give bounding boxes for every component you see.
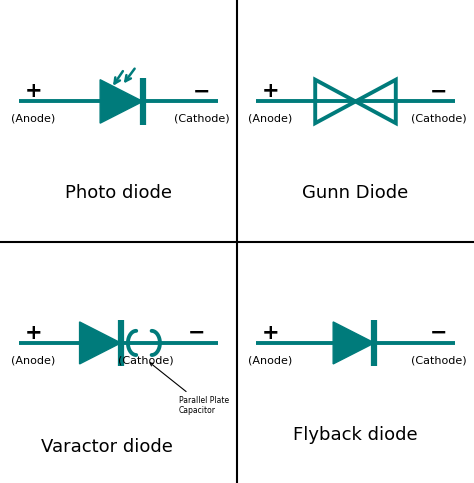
Text: +: + — [261, 81, 279, 101]
Text: (Cathode): (Cathode) — [173, 114, 229, 124]
Text: −: − — [430, 323, 447, 343]
Polygon shape — [333, 322, 374, 364]
Text: Varactor diode: Varactor diode — [41, 438, 173, 456]
Text: −: − — [188, 323, 205, 343]
Text: +: + — [261, 323, 279, 343]
Text: −: − — [193, 81, 210, 101]
Text: (Cathode): (Cathode) — [410, 355, 466, 365]
Polygon shape — [80, 322, 121, 364]
Polygon shape — [100, 80, 143, 123]
Text: Flyback diode: Flyback diode — [293, 426, 418, 444]
Text: +: + — [24, 81, 42, 101]
Text: Photo diode: Photo diode — [65, 184, 172, 202]
Text: (Cathode): (Cathode) — [410, 114, 466, 124]
Text: (Anode): (Anode) — [11, 114, 55, 124]
Text: (Anode): (Anode) — [11, 355, 55, 365]
Text: (Anode): (Anode) — [248, 355, 292, 365]
Text: (Anode): (Anode) — [248, 114, 292, 124]
Text: (Cathode): (Cathode) — [118, 355, 173, 365]
Text: Gunn Diode: Gunn Diode — [302, 184, 409, 202]
Text: +: + — [24, 323, 42, 343]
Text: −: − — [430, 81, 447, 101]
Text: Parallel Plate
Capacitor: Parallel Plate Capacitor — [150, 363, 229, 415]
